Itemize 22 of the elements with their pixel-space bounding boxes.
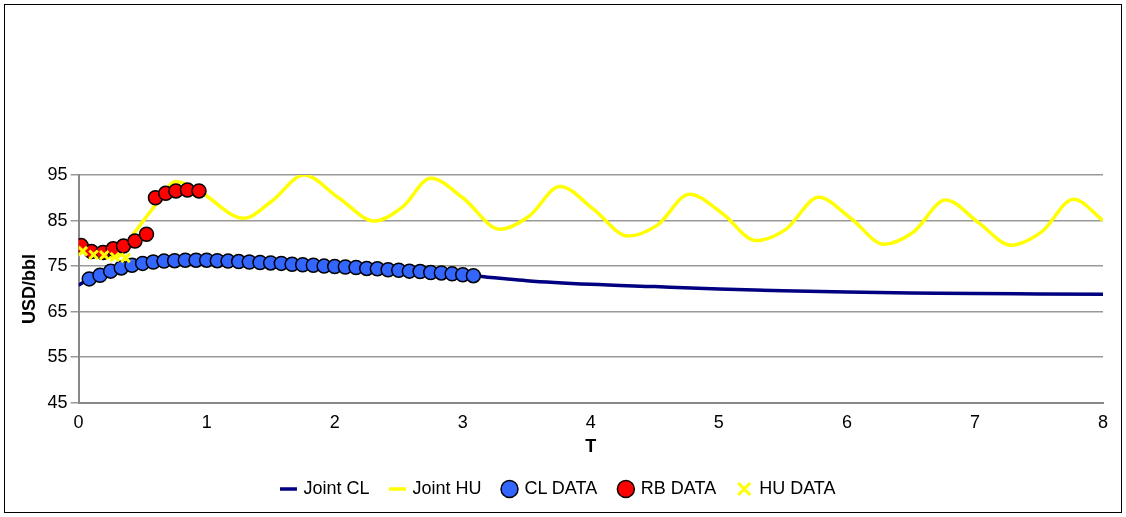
legend-label: HU DATA: [759, 477, 836, 498]
y-tick-label: 95: [47, 163, 68, 184]
y-axis-title: USD/bbl: [18, 253, 39, 324]
legend-label: Joint HU: [412, 477, 482, 498]
x-tick-label: 5: [713, 411, 724, 432]
legend-label: Joint CL: [303, 477, 370, 498]
y-tick-label: 75: [47, 255, 68, 276]
x-tick-label: 2: [329, 411, 340, 432]
x-axis-title: T: [585, 436, 597, 457]
y-tick-label: 45: [47, 391, 68, 412]
y-tick-label: 65: [47, 300, 68, 321]
legend-label: RB DATA: [640, 477, 717, 498]
x-tick-label: 0: [73, 411, 84, 432]
x-tick-label: 1: [201, 411, 212, 432]
x-tick-label: 8: [1097, 411, 1109, 432]
x-tick-label: 7: [969, 411, 980, 432]
x-tick-label: 6: [841, 411, 852, 432]
x-tick-label: 3: [457, 411, 468, 432]
y-tick-label: 55: [47, 346, 68, 367]
x-tick-label: 4: [585, 411, 596, 432]
y-tick-label: 85: [47, 209, 68, 230]
legend-label: CL DATA: [524, 477, 598, 498]
